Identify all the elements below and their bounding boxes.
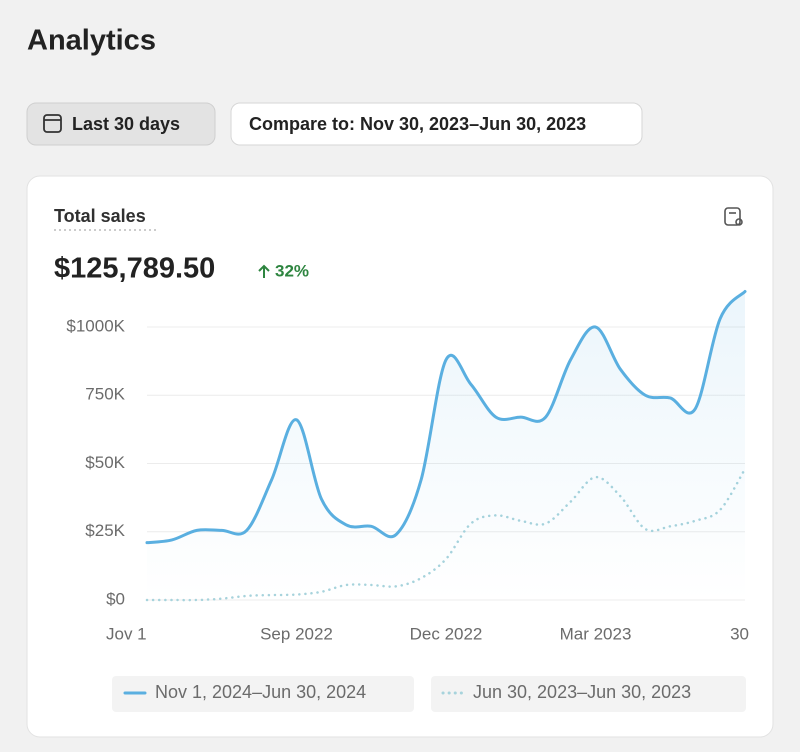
legend: Nov 1, 2024–Jun 30, 2024 Jun 30, 2023–Ju… <box>112 676 746 712</box>
change: 32% <box>275 261 309 280</box>
y-tick-label: $50K <box>85 453 125 472</box>
button-label[interactable]: Compare to: Nov 30, 2023–Jun 30, 2023 <box>249 114 586 134</box>
area <box>147 291 745 600</box>
card-title[interactable]: Total sales <box>54 206 146 226</box>
amount: $125,789.50 <box>54 253 215 285</box>
y-tick-label: $25K <box>85 521 125 540</box>
legend-item-bg <box>112 676 414 712</box>
calendar-icon <box>43 114 62 133</box>
x-tick-label: Dec 2022 <box>410 624 483 643</box>
button-bg[interactable] <box>26 102 216 146</box>
page-title: Analytics <box>27 25 156 57</box>
legend-label: Nov 1, 2024–Jun 30, 2024 <box>155 682 366 702</box>
button-label[interactable]: Last 30 days <box>72 114 180 134</box>
legend-item-bg <box>431 676 746 712</box>
compare-button[interactable]: Compare to: Nov 30, 2023–Jun 30, 2023 <box>230 102 643 146</box>
button-bg[interactable] <box>230 102 643 146</box>
series-line <box>145 290 747 545</box>
x-tick-label: Jov 1 <box>106 624 147 643</box>
x-tick-label: 30 <box>730 624 749 643</box>
x-tick-label: Mar 2023 <box>560 624 632 643</box>
date-button[interactable]: Last 30 days <box>26 102 216 146</box>
x-tick-label: Sep 2022 <box>260 624 333 643</box>
legend-label: Jun 30, 2023–Jun 30, 2023 <box>473 682 691 702</box>
up-arrow <box>258 264 270 278</box>
y-tick-label: 750K <box>85 385 125 404</box>
report-icon[interactable] <box>724 207 743 226</box>
y-tick-label: $1000K <box>66 316 125 335</box>
y-tick-label: $0 <box>106 589 125 608</box>
